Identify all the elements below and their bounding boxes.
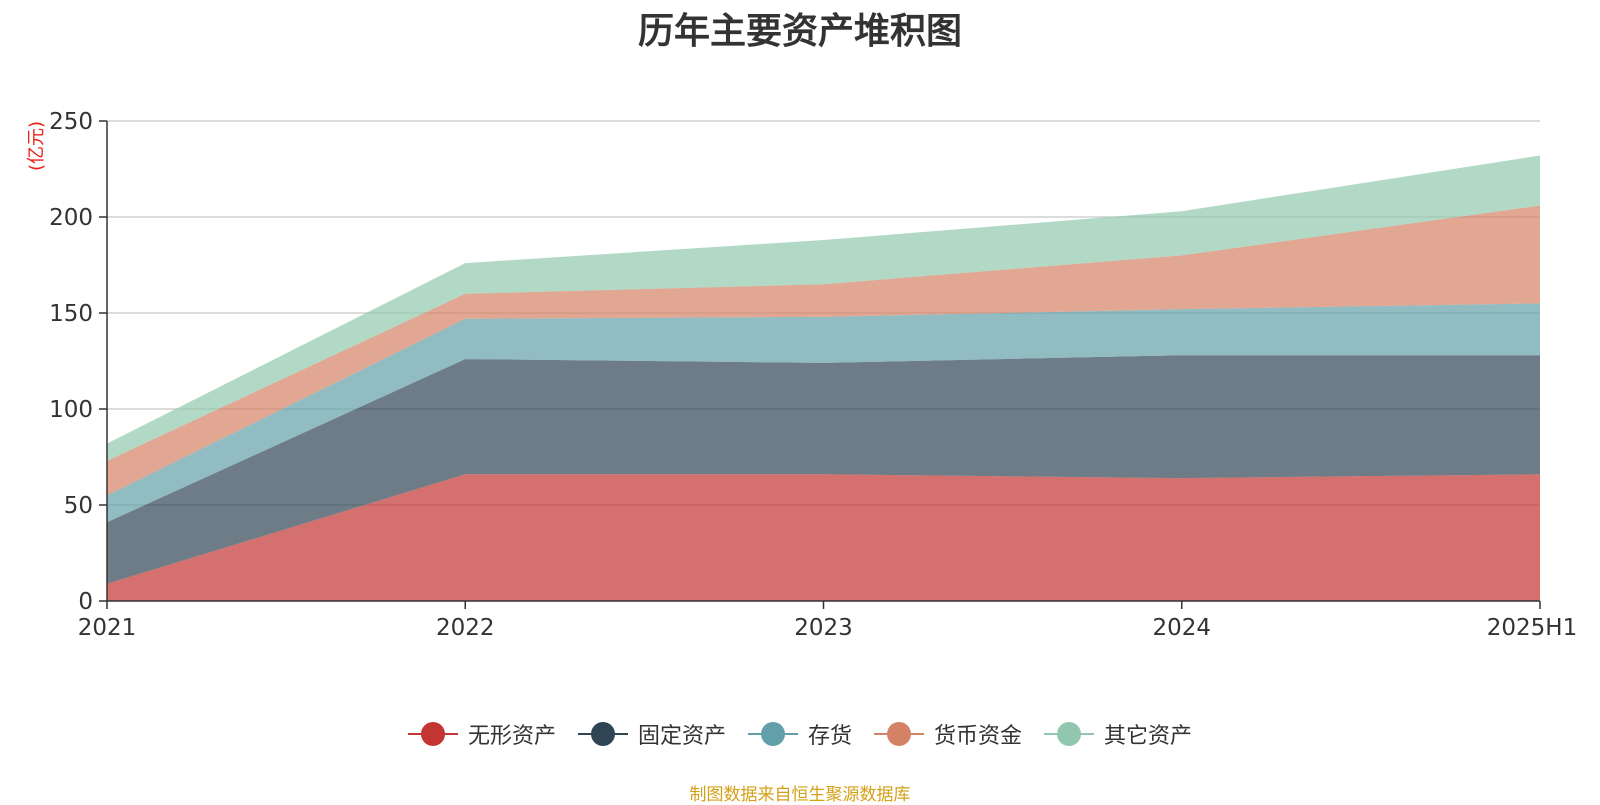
area-series [107, 474, 1540, 601]
legend-marker-icon [1044, 721, 1095, 747]
chart-title: 历年主要资产堆积图 [637, 11, 962, 52]
x-tick-label: 2021 [78, 615, 137, 641]
y-tick-label: 250 [49, 109, 93, 135]
legend-marker-icon [874, 721, 924, 747]
legend-item[interactable]: 固定资产 [577, 718, 726, 750]
area-series [107, 355, 1540, 584]
x-tick-label: 2025H1 [1487, 615, 1577, 641]
legend-item[interactable]: 存货 [747, 718, 852, 750]
y-tick-label: 0 [78, 589, 93, 615]
y-tick-label: 50 [64, 493, 93, 519]
area-series [107, 155, 1540, 461]
legend-label: 存货 [807, 724, 852, 749]
source-note: 制图数据来自恒生聚源数据库 [689, 785, 911, 805]
legend-item[interactable]: 无形资产 [407, 718, 556, 750]
legend-label: 货币资金 [934, 724, 1023, 749]
y-axis-unit: (亿元) [26, 121, 47, 171]
legend-item[interactable]: 其它资产 [1044, 718, 1192, 750]
legend-marker-icon [407, 721, 458, 747]
legend-marker-icon [747, 721, 798, 747]
y-tick-label: 150 [49, 301, 93, 327]
area-series [107, 205, 1540, 496]
legend-item[interactable]: 货币资金 [874, 718, 1022, 750]
axes: 0 50 100 150 200 250 2021 2022 2023 2024 2025H1 [49, 109, 1577, 641]
y-tick-label: 200 [49, 205, 93, 231]
legend-label: 固定资产 [637, 724, 726, 749]
x-tick-label: 2024 [1152, 615, 1211, 641]
legend-label: 无形资产 [467, 724, 556, 749]
area-series [107, 303, 1540, 523]
x-tick-label: 2022 [436, 615, 495, 641]
y-tick-label: 100 [49, 397, 93, 423]
legend: 无形资产 固定资产 存货 货币资金 其它资产 [0, 718, 1600, 750]
stacked-areas [107, 155, 1540, 601]
x-tick-label: 2023 [794, 615, 853, 641]
legend-marker-icon [577, 721, 628, 747]
legend-label: 其它资产 [1104, 724, 1193, 749]
